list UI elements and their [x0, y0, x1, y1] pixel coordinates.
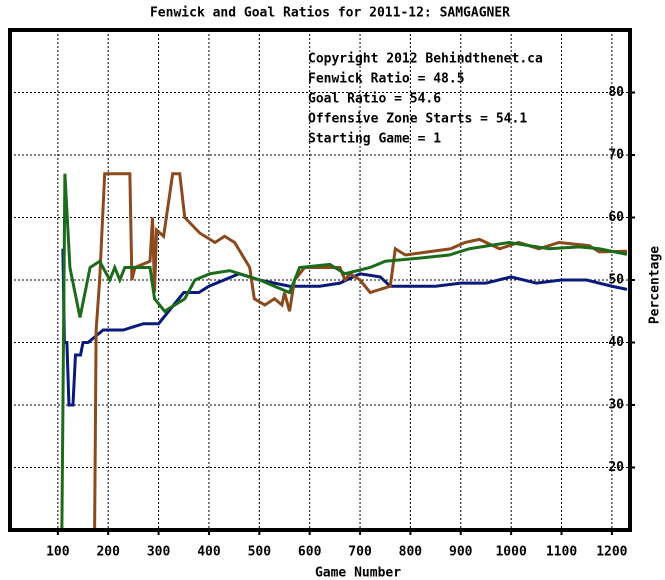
- y-axis-label: Percentage: [648, 246, 663, 324]
- y-tick-label: 70: [608, 148, 624, 163]
- x-tick-label: 800: [399, 545, 423, 560]
- annotation: Starting Game = 1: [308, 132, 441, 147]
- x-tick-label: 700: [348, 545, 372, 560]
- x-tick-label: 300: [147, 545, 171, 560]
- y-tick-label: 50: [608, 273, 624, 288]
- plot-frame: [8, 28, 632, 532]
- series-line: [60, 173, 628, 531]
- y-tick-label: 40: [608, 335, 624, 350]
- x-tick-label: 100: [46, 545, 70, 560]
- x-tick-label: 1200: [596, 545, 627, 560]
- x-tick-label: 400: [197, 545, 221, 560]
- annotation: Goal Ratio = 54.6: [308, 92, 441, 107]
- series-line: [93, 172, 628, 531]
- x-tick-label: 1100: [546, 545, 577, 560]
- y-tick-label: 20: [608, 460, 624, 475]
- x-tick-label: 500: [248, 545, 272, 560]
- x-axis-label: Game Number: [315, 566, 401, 580]
- y-tick-label: 30: [608, 398, 624, 413]
- x-tick-label: 900: [449, 545, 473, 560]
- x-tick-label: 1000: [495, 545, 526, 560]
- annotation: Offensive Zone Starts = 54.1: [308, 112, 527, 127]
- annotation: Copyright 2012 Behindthenet.ca: [308, 52, 543, 67]
- x-tick-label: 600: [298, 545, 322, 560]
- x-tick-label: 200: [96, 545, 120, 560]
- y-tick-label: 80: [608, 85, 624, 100]
- y-tick-label: 60: [608, 210, 624, 225]
- series-line: [61, 248, 628, 407]
- chart-title: Fenwick and Goal Ratios for 2011-12: SAM…: [150, 6, 510, 21]
- annotation: Fenwick Ratio = 48.5: [308, 72, 465, 87]
